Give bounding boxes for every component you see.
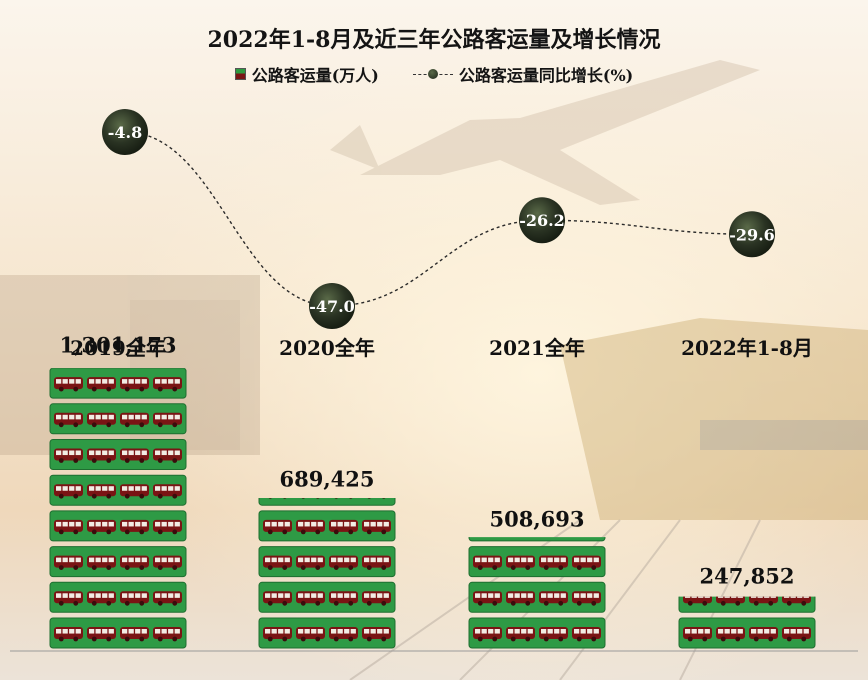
bar-1 [258,498,396,649]
growth-value-label-1: -47.0 [309,297,355,316]
dashed-line-marker-icon [412,68,453,80]
bar-3 [678,596,816,649]
bar-value-label-1: 689,425 [280,467,375,492]
train-silhouette [560,318,868,520]
bus-swatch-icon [234,68,246,80]
legend: 公路客运量(万人) 公路客运量同比增长(%) [0,62,868,86]
bar-value-label-0: 1,301,173 [60,332,177,357]
legend-label-bar: 公路客运量(万人) [251,66,379,85]
legend-item-bar: 公路客运量(万人) [234,62,379,86]
growth-line [124,131,753,307]
growth-value-label-3: -29.6 [729,225,775,244]
growth-value-label-2: -26.2 [519,211,565,230]
growth-value-label-0: -4.8 [108,123,142,142]
growth-point-1: -47.0 [309,283,355,329]
category-label-0: 2019全年 [70,336,166,360]
legend-item-line: 公路客运量同比增长(%) [412,62,634,86]
airplane-silhouette [330,60,760,205]
bar-value-label-2: 508,693 [490,506,585,531]
category-label-1: 2020全年 [279,336,375,360]
category-label-3: 2022年1-8月 [681,336,813,360]
growth-point-0: -4.8 [102,109,148,155]
bar-2 [468,537,606,649]
category-label-2: 2021全年 [489,336,585,360]
growth-point-3: -29.6 [729,211,775,258]
bar-value-label-3: 247,852 [700,564,795,589]
bar-0 [49,368,187,649]
chart-title: 2022年1-8月及近三年公路客运量及增长情况 [207,27,661,53]
legend-label-line: 公路客运量同比增长(%) [458,66,634,85]
growth-point-2: -26.2 [519,197,565,244]
